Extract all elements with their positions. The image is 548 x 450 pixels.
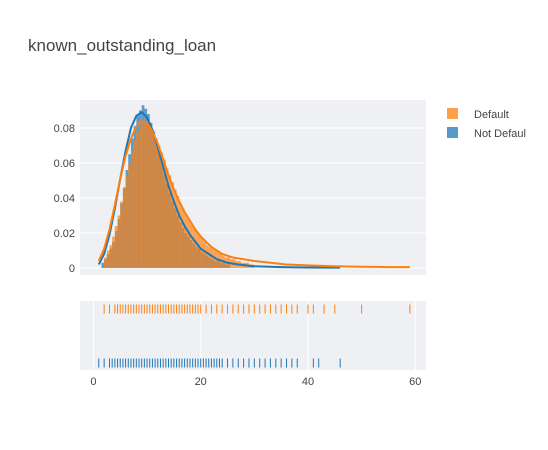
- histogram-bar[interactable]: [109, 245, 113, 268]
- histogram-bar[interactable]: [208, 247, 212, 268]
- density-curves[interactable]: [97, 110, 410, 269]
- legend[interactable]: Default Not Defaul: [447, 108, 526, 140]
- histogram-bar[interactable]: [189, 224, 193, 268]
- histogram-bar[interactable]: [173, 189, 177, 268]
- histogram-bar[interactable]: [198, 234, 201, 268]
- histogram-bar[interactable]: [117, 215, 121, 269]
- rug-plot-bg: [80, 301, 426, 370]
- chart-title: known_outstanding_loan: [28, 36, 216, 55]
- y-tick-label: 0.08: [54, 123, 75, 135]
- histogram-bar[interactable]: [184, 213, 188, 268]
- histogram-bar[interactable]: [149, 128, 153, 268]
- histogram-bar[interactable]: [133, 140, 137, 268]
- histogram-bar[interactable]: [122, 187, 126, 269]
- histogram-bar[interactable]: [179, 203, 182, 268]
- x-tick-label: 0: [90, 376, 96, 388]
- histogram-bar[interactable]: [195, 231, 199, 268]
- histogram-bar[interactable]: [200, 238, 204, 268]
- y-tick-label: 0.04: [54, 193, 75, 205]
- y-tick-label: 0.06: [54, 158, 75, 170]
- x-tick-label: 60: [409, 376, 421, 388]
- histogram-bar[interactable]: [171, 182, 174, 268]
- y-tick-label: 0: [69, 263, 75, 275]
- histogram-bar[interactable]: [211, 248, 215, 268]
- rug-marks[interactable]: [98, 304, 411, 368]
- histogram-bar[interactable]: [168, 175, 172, 268]
- histogram-bar[interactable]: [136, 131, 140, 269]
- histogram-bar[interactable]: [106, 250, 110, 269]
- histogram-bar[interactable]: [101, 262, 105, 268]
- histogram-bar[interactable]: [152, 133, 156, 268]
- histogram-bar[interactable]: [112, 236, 115, 269]
- histogram-bar[interactable]: [203, 241, 207, 268]
- histogram-bar[interactable]: [141, 122, 145, 268]
- histogram-bar[interactable]: [163, 159, 166, 269]
- histogram-bar[interactable]: [187, 219, 190, 268]
- histogram-bar[interactable]: [181, 208, 185, 269]
- histogram-bar[interactable]: [128, 163, 131, 268]
- legend-swatch[interactable]: [447, 108, 458, 119]
- histogram-bar[interactable]: [147, 124, 150, 269]
- histogram-bar[interactable]: [104, 257, 107, 269]
- density-curve[interactable]: [97, 119, 410, 269]
- histogram-bar[interactable]: [114, 226, 118, 268]
- histogram-bar[interactable]: [120, 201, 123, 269]
- histogram-bar[interactable]: [125, 175, 129, 268]
- legend-label[interactable]: Default: [474, 109, 509, 121]
- histogram-bar[interactable]: [155, 138, 158, 269]
- y-tick-label: 0.02: [54, 228, 75, 240]
- axis-labels: 0 0.02 0.04 0.06 0.08 0 20 40 60: [54, 123, 422, 388]
- legend-swatch[interactable]: [447, 127, 458, 138]
- histogram-bar[interactable]: [139, 126, 142, 268]
- histogram-bar[interactable]: [176, 196, 180, 268]
- histogram-bar[interactable]: [130, 150, 134, 268]
- x-tick-label: 40: [302, 376, 314, 388]
- histogram-bar[interactable]: [157, 145, 161, 269]
- histogram-bar[interactable]: [144, 121, 148, 268]
- histogram-bar[interactable]: [206, 245, 209, 268]
- density-curve[interactable]: [97, 110, 341, 269]
- legend-label[interactable]: Not Defaul: [474, 128, 526, 140]
- histogram-bars[interactable]: [101, 105, 255, 269]
- histogram-bar[interactable]: [165, 168, 169, 268]
- histogram-bar[interactable]: [160, 152, 164, 269]
- histogram-bar[interactable]: [192, 227, 196, 268]
- x-tick-label: 20: [195, 376, 207, 388]
